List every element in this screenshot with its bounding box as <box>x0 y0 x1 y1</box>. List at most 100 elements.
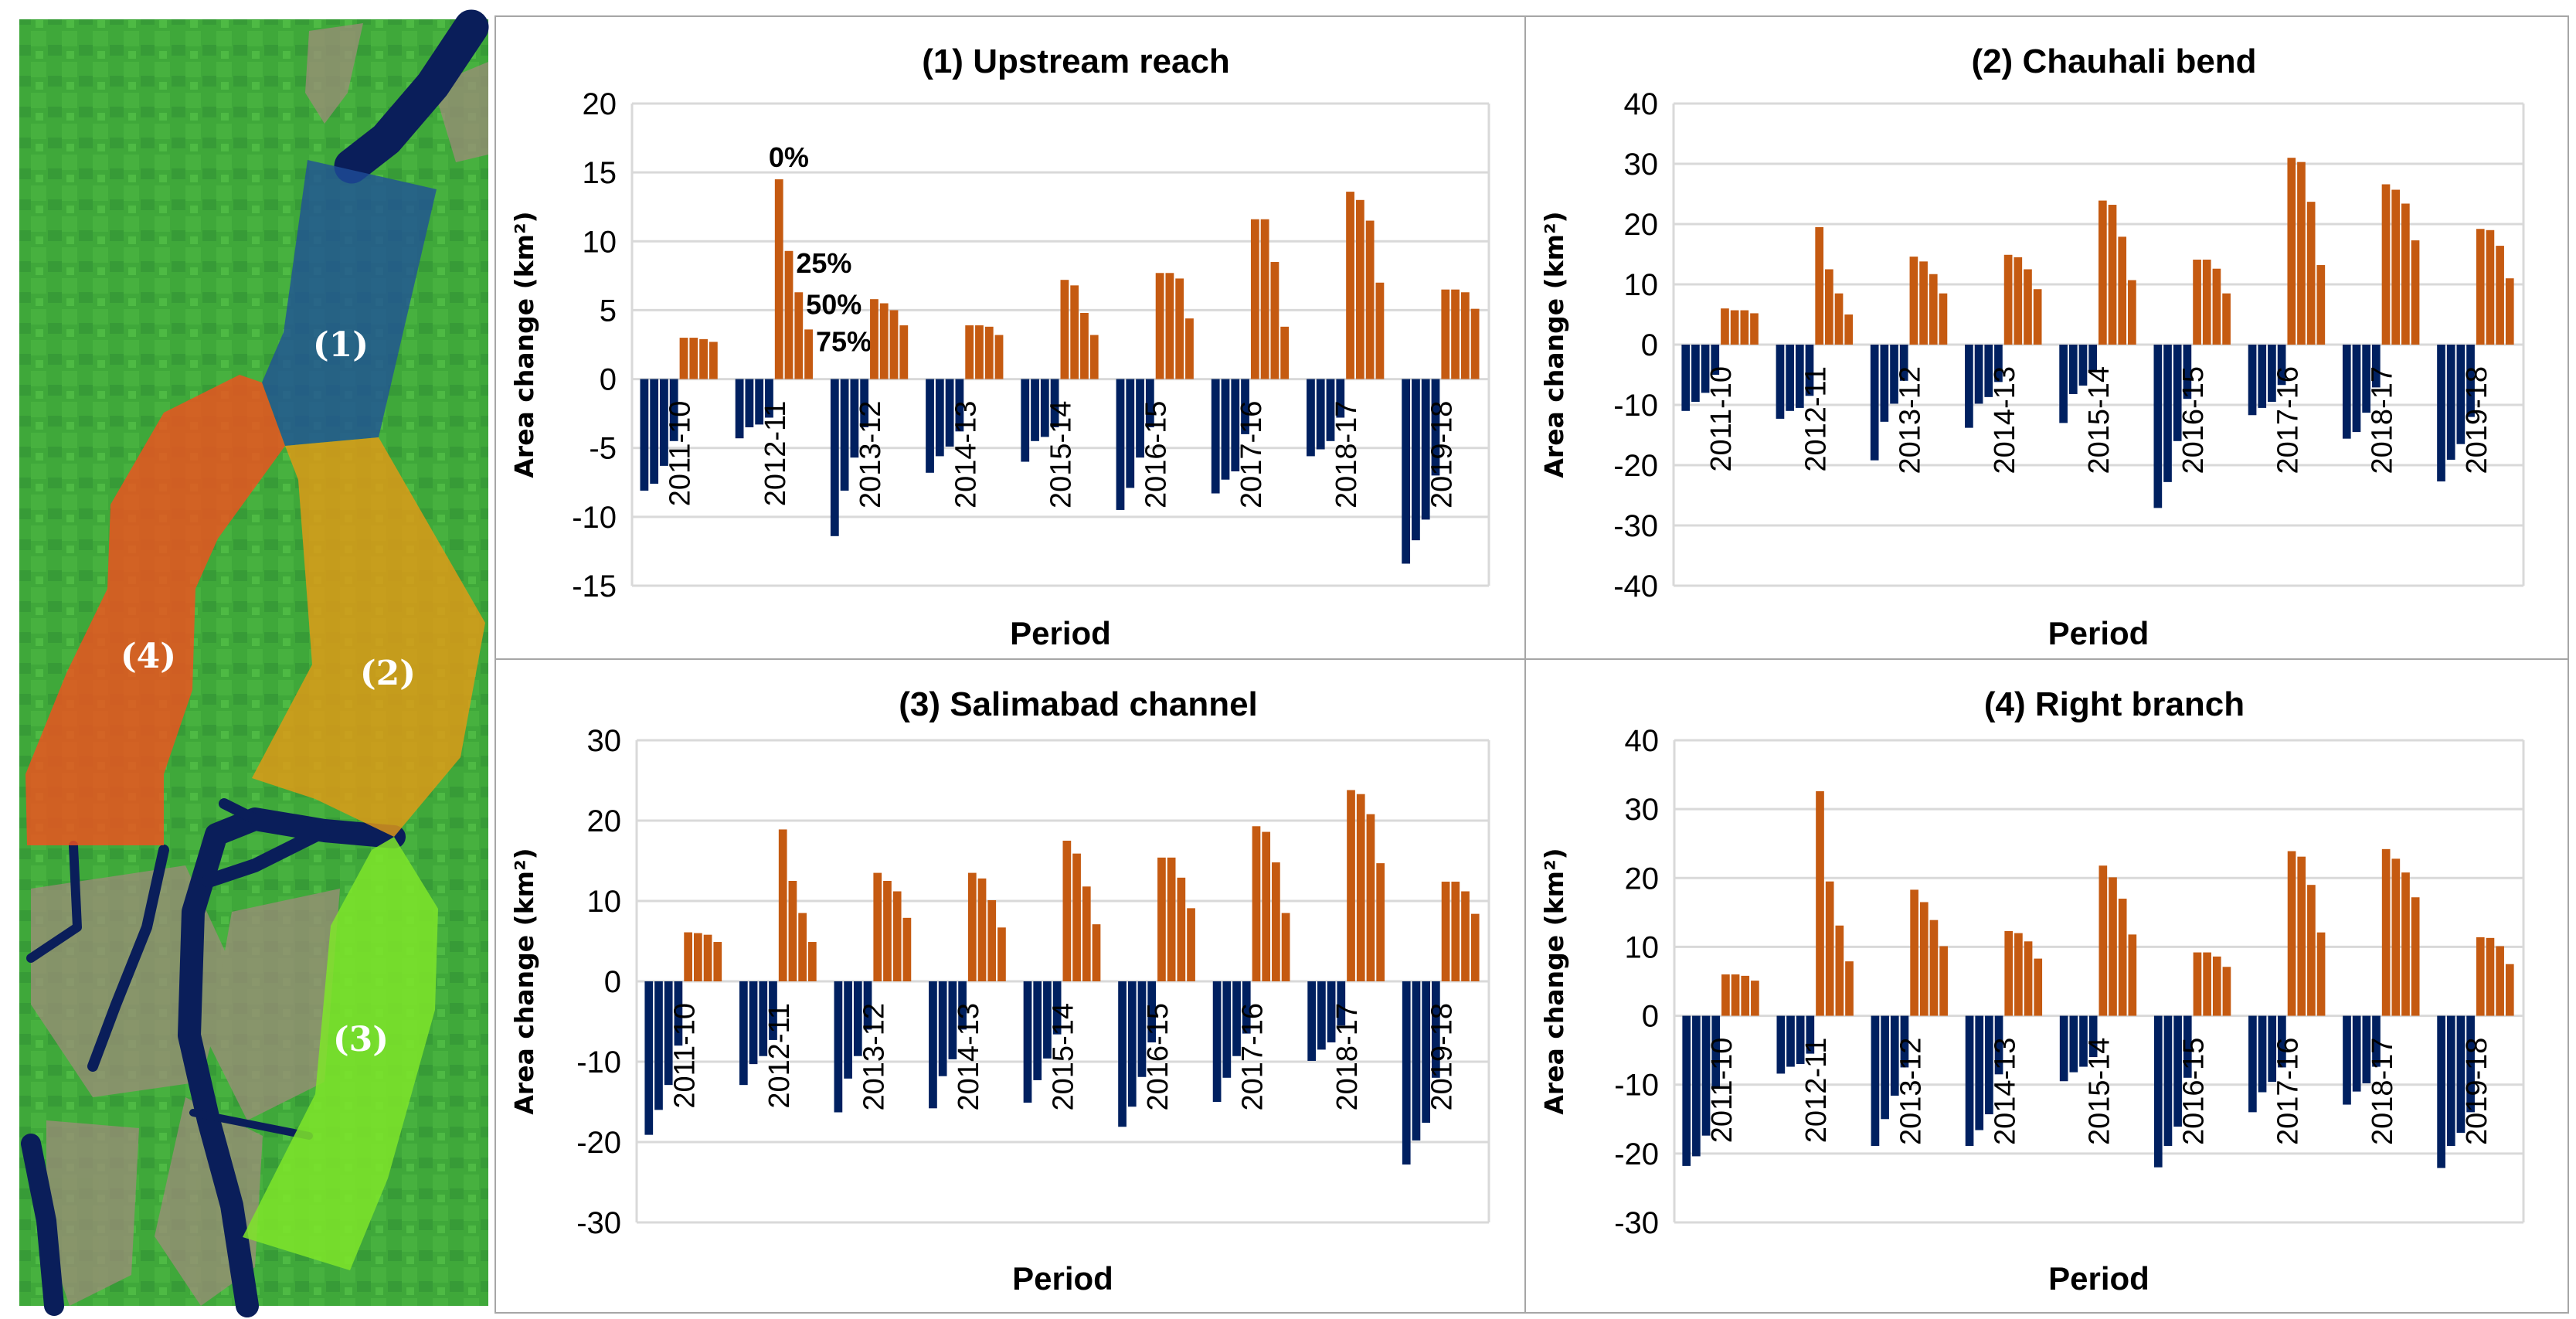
x-axis-label: Period <box>2048 615 2149 651</box>
bar-negative <box>2268 1015 2277 1083</box>
bar-positive <box>1825 881 1834 1016</box>
bar-positive <box>2287 158 2296 345</box>
bar-positive <box>1365 220 1375 379</box>
category-label: 2015-14 <box>1045 401 1078 508</box>
y-tick-label: 30 <box>1625 793 1660 827</box>
bar-positive <box>2202 260 2211 345</box>
category-label: 2016-15 <box>1142 1003 1174 1110</box>
category-label: 2019-18 <box>1426 401 1458 508</box>
bar-negative <box>749 981 758 1065</box>
bar-positive <box>2024 269 2032 345</box>
bar-positive <box>1280 326 1290 379</box>
bar-negative <box>2268 345 2276 403</box>
chart-title: (3) Salimabad channel <box>899 685 1258 723</box>
bar-negative <box>1021 379 1030 462</box>
bar-positive <box>1155 273 1164 379</box>
map-label-3: (3) <box>333 1020 389 1059</box>
category-label: 2016-15 <box>1140 401 1173 508</box>
bar-negative <box>1994 345 2003 382</box>
bar-positive <box>1451 882 1460 981</box>
bar-positive <box>1721 308 1729 345</box>
bar-negative <box>1870 345 1879 461</box>
bar-negative <box>1412 981 1421 1141</box>
bar-negative <box>1805 345 1814 396</box>
bar-positive <box>794 292 804 379</box>
bar-positive <box>1062 841 1072 981</box>
bar-negative <box>759 981 768 1056</box>
chart-salimabad-channel: (3) Salimabad channel 30 20 10 0 -10 -20 -30 201… <box>494 658 1526 1314</box>
bar-negative <box>2163 345 2172 482</box>
bar-negative <box>938 981 947 1076</box>
bar-positive <box>1281 913 1290 981</box>
chart-title: (1) Upstream reach <box>922 42 1230 80</box>
x-axis-label: Period <box>1010 615 1111 651</box>
bar-negative <box>2446 1015 2455 1147</box>
bar-negative <box>2362 1015 2371 1083</box>
category-label: 2014-13 <box>1989 1038 2021 1145</box>
bar-positive <box>1816 790 1824 1016</box>
bar-positive <box>2212 956 2221 1016</box>
bar-negative <box>1336 379 1345 418</box>
bar-negative <box>1806 1015 1815 1054</box>
bar-positive <box>889 310 899 379</box>
chart-title: (4) Right branch <box>1984 685 2245 723</box>
bar-negative <box>1317 981 1326 1050</box>
y-axis-label: Area change (km²) <box>1539 848 1569 1114</box>
bar-positive <box>1375 282 1385 379</box>
bar-negative <box>2153 345 2163 508</box>
category-label: 2011-10 <box>1706 1038 1738 1144</box>
bar-positive <box>965 325 974 379</box>
bar-negative <box>2173 1015 2182 1127</box>
bar-positive <box>2128 934 2137 1016</box>
bar-positive <box>2486 229 2495 345</box>
bar-positive <box>804 329 813 379</box>
bar-negative <box>834 981 843 1113</box>
bar-negative <box>669 379 678 441</box>
bar-positive <box>1834 293 1844 345</box>
bar-negative <box>1881 1015 1889 1120</box>
bar-negative <box>853 981 862 1056</box>
bar-negative <box>1222 981 1232 1078</box>
bar-positive <box>1470 308 1480 379</box>
bar-positive <box>2034 958 2043 1016</box>
bar-negative <box>958 981 967 1030</box>
category-label: 2018-17 <box>2367 366 2399 474</box>
bar-positive <box>2004 930 2014 1016</box>
bar-negative <box>1692 1015 1701 1157</box>
bar-negative <box>1052 981 1062 1035</box>
bar-negative <box>1402 379 1411 564</box>
bar-negative <box>1985 1015 1993 1115</box>
bar-positive <box>1185 318 1194 379</box>
category-label: 2011-10 <box>1705 366 1738 472</box>
bar-negative <box>765 379 773 418</box>
bar-positive <box>778 829 787 981</box>
bar-negative <box>1421 379 1430 520</box>
category-label: 2012-11 <box>760 401 792 507</box>
bar-negative <box>1880 345 1889 422</box>
bar-positive <box>975 325 984 379</box>
bar-positive <box>1072 853 1081 981</box>
bar-positive <box>693 933 702 981</box>
y-tick-label: -15 <box>572 569 617 603</box>
bar-negative <box>1402 981 1411 1165</box>
bar-positive <box>1270 262 1280 379</box>
chart-title: (2) Chauhali bend <box>1971 42 2256 80</box>
category-label: 2012-11 <box>1800 1038 1833 1144</box>
bar-negative <box>948 981 957 1059</box>
y-tick-label: -40 <box>1613 569 1658 603</box>
category-label: 2017-16 <box>2272 366 2304 474</box>
bar-positive <box>2486 937 2495 1016</box>
x-axis-label: Period <box>1012 1260 1113 1297</box>
bar-negative <box>1965 1015 1974 1147</box>
bar-negative <box>1212 981 1222 1102</box>
bar-positive <box>1815 226 1824 345</box>
bar-negative <box>674 981 683 1046</box>
bar-positive <box>899 325 909 379</box>
bar-negative <box>660 379 668 466</box>
bar-negative <box>1974 345 1983 404</box>
bar-negative <box>2372 1015 2381 1067</box>
bar-positive <box>2476 229 2485 345</box>
bar-positive <box>2306 202 2316 345</box>
bar-negative <box>1307 981 1317 1061</box>
bar-negative <box>2466 345 2475 417</box>
